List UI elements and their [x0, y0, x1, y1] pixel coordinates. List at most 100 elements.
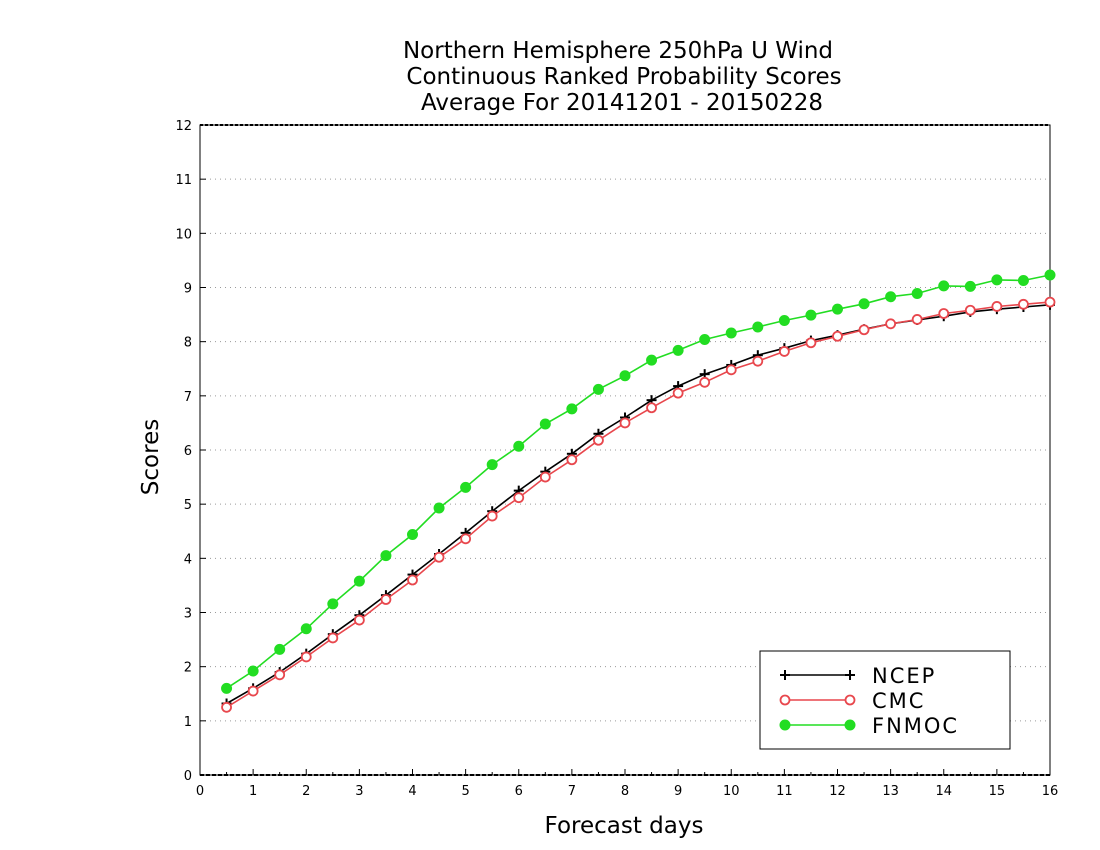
data-point-fnmoc [832, 303, 843, 315]
y-axis-title: Scores [138, 419, 164, 495]
data-point-cmc [991, 301, 1003, 312]
y-tick-label: 9 [184, 282, 192, 297]
data-point-cmc [646, 402, 657, 414]
y-tick-label: 2 [184, 661, 192, 676]
data-point-fnmoc [911, 287, 923, 299]
data-point-cmc [778, 346, 790, 357]
legend-marker [779, 719, 791, 731]
data-point-cmc [460, 533, 472, 545]
y-tick-label: 4 [184, 552, 192, 567]
data-point-cmc [858, 324, 870, 336]
data-point-cmc [300, 651, 312, 663]
data-point-fnmoc [407, 529, 418, 540]
legend-label: CMC [872, 689, 925, 713]
y-tick-label: 3 [184, 607, 192, 622]
data-point-cmc [513, 492, 525, 504]
data-point-cmc [566, 454, 578, 466]
data-point-cmc [380, 594, 392, 605]
x-tick-label: 6 [515, 784, 523, 799]
data-point-fnmoc [486, 459, 498, 471]
data-point-fnmoc [327, 598, 339, 610]
data-point-fnmoc [433, 502, 445, 514]
data-point-fnmoc [778, 315, 790, 327]
data-point-fnmoc [566, 403, 578, 415]
x-tick-label: 5 [461, 784, 469, 799]
data-point-fnmoc [991, 274, 1003, 286]
legend-marker [845, 670, 855, 680]
data-point-fnmoc [619, 370, 631, 382]
x-axis-title: Forecast days [545, 813, 704, 839]
data-point-cmc [433, 551, 445, 563]
data-point-fnmoc [672, 344, 684, 356]
data-point-fnmoc [938, 280, 950, 292]
data-point-fnmoc [1044, 269, 1056, 281]
x-tick-label: 3 [355, 784, 363, 799]
x-tick-label: 12 [829, 784, 846, 799]
data-point-cmc [486, 510, 498, 522]
y-tick-label: 0 [184, 769, 192, 784]
y-tick-label: 11 [175, 173, 192, 188]
x-tick-label: 10 [723, 784, 740, 799]
data-point-cmc [539, 471, 551, 483]
x-tick-label: 2 [302, 784, 310, 799]
x-tick-label: 4 [408, 784, 416, 799]
data-point-cmc [938, 308, 950, 319]
data-point-fnmoc [699, 334, 711, 345]
data-point-fnmoc [513, 440, 525, 452]
data-point-fnmoc [725, 327, 737, 339]
data-point-fnmoc [539, 418, 551, 430]
legend-item-ncep: NCEP [780, 664, 936, 688]
data-point-cmc [911, 314, 923, 325]
data-point-fnmoc [1017, 274, 1029, 286]
x-tick-label: 14 [935, 784, 952, 799]
y-tick-label: 10 [175, 227, 192, 242]
data-point-cmc [593, 434, 604, 446]
data-point-fnmoc [300, 623, 312, 635]
x-tick-label: 15 [989, 784, 1006, 799]
x-tick-label: 7 [568, 784, 576, 799]
y-tick-label: 6 [184, 444, 192, 459]
data-point-fnmoc [221, 682, 233, 694]
data-point-cmc [1018, 298, 1029, 310]
data-point-cmc [407, 574, 418, 586]
data-series [221, 269, 1056, 713]
data-point-cmc [353, 614, 365, 626]
data-point-cmc [672, 387, 684, 399]
series-fnmoc [221, 269, 1056, 694]
chart-title-line-2: Continuous Ranked Probability Scores [406, 64, 841, 90]
data-point-fnmoc [247, 665, 259, 677]
data-point-cmc [327, 632, 339, 644]
data-point-fnmoc [380, 550, 392, 562]
data-point-cmc [247, 685, 259, 697]
data-point-cmc [885, 318, 897, 330]
data-point-cmc [221, 701, 232, 713]
data-point-cmc [274, 669, 286, 681]
legend-label: NCEP [872, 664, 936, 688]
data-point-fnmoc [592, 383, 604, 395]
data-point-fnmoc [274, 643, 286, 655]
data-point-fnmoc [964, 280, 976, 292]
x-tick-label: 16 [1042, 784, 1059, 799]
series-cmc [221, 296, 1056, 713]
legend-item-fnmoc: FNMOC [779, 714, 957, 738]
y-tick-label: 12 [175, 119, 192, 134]
chart-title-line-3: Average For 20141201 - 20150228 [421, 90, 823, 116]
x-tick-label: 11 [776, 784, 793, 799]
x-tick-label: 8 [621, 784, 629, 799]
data-point-cmc [964, 304, 976, 316]
y-tick-label: 1 [184, 715, 192, 730]
chart-title: Northern Hemisphere 250hPa U Wind Contin… [403, 38, 842, 116]
y-tick-label: 5 [184, 498, 192, 513]
data-point-fnmoc [752, 321, 764, 333]
series-ncep [221, 299, 1055, 709]
data-point-cmc [805, 337, 817, 349]
legend-marker [779, 694, 791, 706]
data-point-cmc [725, 364, 737, 376]
legend-marker [844, 694, 856, 706]
x-tick-label: 1 [249, 784, 257, 799]
x-tick-label: 9 [674, 784, 682, 799]
